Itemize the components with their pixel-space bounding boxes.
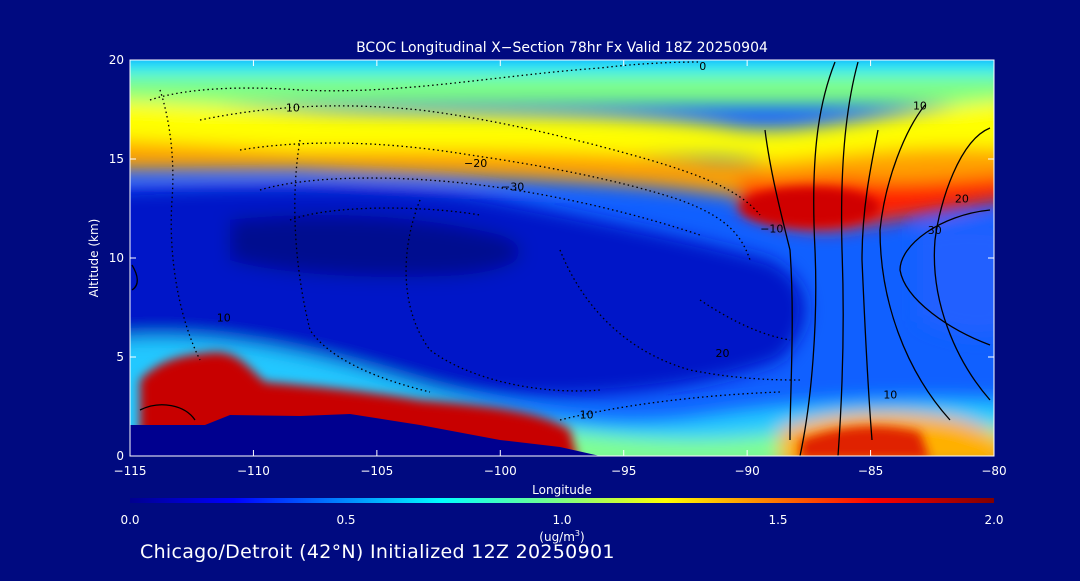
contour-label: −20 [464, 157, 487, 170]
x-tick-label: −85 [858, 464, 883, 478]
y-tick-label: 5 [116, 350, 124, 364]
contour-labels: 0 10 10 −20 −30 −10 20 30 10 20 10 10 [217, 60, 969, 421]
colorbar-tick-label: 1.0 [552, 513, 571, 527]
field-band-yellow [130, 100, 994, 167]
y-tick-label: 10 [109, 251, 124, 265]
colorbar [130, 498, 994, 503]
colorbar-tick-label: 2.0 [984, 513, 1003, 527]
colorbar-label: (ug/m3) [539, 529, 584, 544]
x-tick-label: −80 [981, 464, 1006, 478]
x-tick-label: −105 [360, 464, 393, 478]
field-clean-inner [230, 215, 521, 277]
x-tick-label: −95 [611, 464, 636, 478]
contour-label: 10 [580, 408, 594, 421]
y-tick-label: 15 [109, 152, 124, 166]
field-plume-east [800, 426, 929, 456]
y-tick-label: 0 [116, 449, 124, 463]
colorbar-tick-label: 0.5 [336, 513, 355, 527]
colorbar-label-base: (ug/m [539, 530, 575, 544]
colorbar-tick-label: 0.0 [120, 513, 139, 527]
contour-label: 10 [883, 389, 897, 402]
x-tick-label: −110 [237, 464, 270, 478]
contour-label: −30 [501, 181, 524, 194]
contours-dotted [149, 61, 801, 421]
colorbar-ticks: 0.0 0.5 1.0 1.5 2.0 [120, 513, 1003, 527]
contour-label: 0 [699, 60, 706, 73]
y-tick-label: 20 [109, 53, 124, 67]
x-axis-label: Longitude [532, 483, 592, 497]
contour-label: 10 [913, 100, 927, 113]
y-axis-label: Altitude (km) [87, 219, 101, 298]
contour-label: 20 [955, 193, 969, 206]
contour-label: −10 [760, 222, 783, 235]
plot-area [130, 60, 994, 456]
y-axis: 0 5 10 15 20 [109, 53, 994, 463]
x-tick-label: −100 [484, 464, 517, 478]
colorbar-label-sup: 3 [575, 529, 580, 538]
terrain [130, 414, 600, 456]
contour-label: 10 [286, 101, 300, 114]
field-red-core-upper [740, 187, 880, 227]
contour-label: 10 [217, 311, 231, 324]
field-band-upper-green [130, 75, 994, 105]
field-east-blue [920, 224, 994, 336]
footer-caption: Chicago/Detroit (42°N) Initialized 12Z 2… [140, 541, 615, 563]
colorbar-tick-label: 1.5 [768, 513, 787, 527]
colorbar-label-end: ) [580, 530, 585, 544]
x-tick-label: −115 [114, 464, 147, 478]
x-axis: −115 −110 −105 −100 −95 −90 −85 −80 [114, 60, 1007, 478]
x-tick-label: −90 [734, 464, 759, 478]
chart-title: BCOC Longitudinal X−Section 78hr Fx Vali… [356, 40, 768, 56]
contours-solid [131, 61, 991, 456]
contour-label: 20 [715, 347, 729, 360]
contour-label: 30 [928, 224, 942, 237]
